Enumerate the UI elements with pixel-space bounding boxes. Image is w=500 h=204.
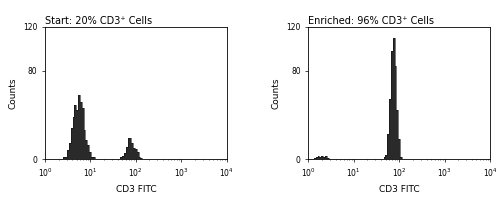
Text: Enriched: 96% CD3⁺ Cells: Enriched: 96% CD3⁺ Cells	[308, 16, 434, 26]
Text: Start: 20% CD3⁺ Cells: Start: 20% CD3⁺ Cells	[45, 16, 152, 26]
Y-axis label: Counts: Counts	[272, 77, 281, 109]
Y-axis label: Counts: Counts	[8, 77, 18, 109]
X-axis label: CD3 FITC: CD3 FITC	[116, 185, 156, 194]
X-axis label: CD3 FITC: CD3 FITC	[379, 185, 420, 194]
